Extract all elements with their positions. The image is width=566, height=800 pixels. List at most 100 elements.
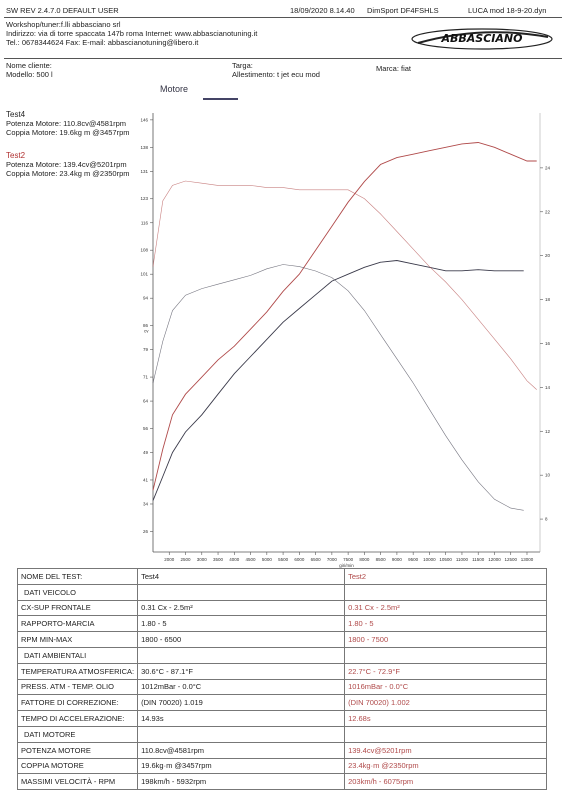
header-cell: Test4 — [137, 568, 346, 585]
series-test2-power — [152, 142, 537, 491]
table-row: TEMPO DI ACCELERAZIONE: 14.93s 12.68s — [16, 710, 547, 727]
empty-cell — [137, 725, 346, 743]
y-left-tick-label: 71 — [143, 375, 149, 380]
x-tick-label: 6500 — [311, 557, 322, 562]
table-row: RAPPORTO-MARCIA 1.80 - 5 1.80 - 5 — [16, 615, 547, 633]
y-left-tick-label: 123 — [140, 196, 148, 201]
y-left-axis-label: cv — [144, 329, 149, 334]
x-tick-label: 11000 — [456, 557, 469, 562]
row-label: TEMPERATURA ATMOSFERICA: — [16, 662, 139, 680]
row-label: RPM MIN-MAX — [16, 631, 139, 648]
x-tick-label: 8500 — [376, 557, 387, 562]
series-test4-torque — [152, 264, 524, 511]
table-row: DATI AMBIENTALI — [16, 646, 547, 664]
test4-value: 110.8cv@4581rpm — [137, 741, 346, 759]
marca: Marca: fiat — [376, 64, 412, 73]
header-cell: NOME DEL TEST: — [16, 568, 139, 585]
test2-value: 1.80 - 5 — [344, 615, 547, 633]
test4-value: 1800 - 6500 — [137, 631, 346, 648]
y-right-tick-label: 22 — [545, 209, 551, 214]
table-row: PRESS. ATM - TEMP. OLIO 1012mBar - 0.0°C 1… — [16, 678, 547, 696]
row-label: COPPIA MOTORE — [16, 757, 139, 775]
file-name: LUCA mod 18-9-20.dyn — [468, 6, 547, 15]
x-tick-label: 3000 — [197, 557, 208, 562]
x-tick-label: 7500 — [343, 557, 354, 562]
legend-test4-power: Potenza Motore: 110.8cv@4581rpm — [6, 119, 127, 128]
abbasciano-logo: ABBASCIANO — [411, 28, 553, 50]
x-tick-label: 10500 — [439, 557, 452, 562]
results-table: NOME DEL TEST: Test4 Test2 DATI VEICOLO CX-S… — [16, 568, 547, 791]
table-row: CX-SUP FRONTALE 0.31 Cx - 2.5m² 0.31 Cx - … — [16, 599, 547, 617]
x-tick-label: 10000 — [423, 557, 436, 562]
sw-rev: SW REV 2.4.7.0 DEFAULT USER — [6, 6, 119, 15]
x-tick-label: 12000 — [488, 557, 501, 562]
row-label: FATTORE DI CORREZIONE: — [16, 694, 139, 712]
x-tick-label: 9500 — [408, 557, 419, 562]
legend-test2-power: Potenza Motore: 139.4cv@5201rpm — [6, 160, 127, 169]
y-left-tick-label: 94 — [143, 296, 149, 301]
nome-cliente: Nome cliente: — [6, 61, 52, 70]
test-datetime: 18/09/2020 8.14.40 — [290, 6, 355, 15]
header-divider — [4, 17, 562, 18]
tab-motore[interactable]: Motore — [160, 84, 189, 94]
test4-value: 1012mBar - 0.0°C — [137, 678, 346, 696]
y-right-tick-label: 12 — [545, 429, 551, 434]
table-row: COPPIA MOTORE 19.6kg·m @3457rpm 23.4kg·m @… — [16, 757, 547, 775]
test2-value: 23.4kg·m @2350rpm — [344, 757, 547, 775]
y-left-tick-label: 116 — [141, 220, 149, 225]
legend-test2-torque: Coppia Motore: 23.4kg m @2350rpm — [6, 169, 130, 178]
test4-value: 19.6kg·m @3457rpm — [137, 757, 346, 775]
row-label: RAPPORTO-MARCIA — [16, 615, 139, 633]
y-left-tick-label: 34 — [143, 501, 149, 506]
x-tick-label: 2500 — [181, 557, 192, 562]
x-tick-label: 12500 — [504, 557, 517, 562]
dyno-system: DimSport DF4FSHLS — [367, 6, 439, 15]
x-tick-label: 9000 — [392, 557, 403, 562]
y-right-tick-label: 20 — [545, 253, 551, 258]
test2-value: 1800 - 7500 — [344, 631, 547, 648]
targa: Targa: — [232, 61, 253, 70]
series-test4-power — [152, 260, 524, 501]
test2-value: 1016mBar - 0.0°C — [344, 678, 547, 696]
vehicle-divider — [4, 58, 562, 59]
table-row: POTENZA MOTORE 110.8cv@4581rpm 139.4cv@520… — [16, 741, 547, 759]
empty-cell — [344, 583, 547, 601]
section-label: DATI AMBIENTALI — [16, 646, 139, 664]
y-left-tick-label: 49 — [143, 450, 149, 455]
x-tick-label: 6000 — [294, 557, 305, 562]
empty-cell — [344, 725, 547, 743]
legend-test4-name: Test4 — [6, 110, 26, 119]
x-tick-label: 8000 — [359, 557, 370, 562]
x-tick-label: 4000 — [229, 557, 240, 562]
legend-test2-name: Test2 — [6, 151, 26, 160]
test2-value: 12.68s — [344, 710, 547, 727]
logo-text: ABBASCIANO — [441, 32, 523, 45]
header-cell: Test2 — [344, 568, 547, 585]
table-header-row: NOME DEL TEST: Test4 Test2 — [16, 568, 547, 585]
x-tick-label: 11500 — [472, 557, 485, 562]
row-label: MASSIMI VELOCITÀ - RPM — [16, 773, 139, 791]
x-tick-label: 2000 — [164, 557, 175, 562]
y-left-tick-label: 101 — [140, 272, 148, 277]
y-right-tick-label: 10 — [545, 473, 551, 478]
test4-value: 198km/h - 5932rpm — [137, 773, 346, 791]
y-left-tick-label: 108 — [140, 248, 148, 253]
workshop-contact: Tel.: 0678344624 Fax: E-mail: abbasciano… — [6, 38, 199, 47]
x-tick-label: 5000 — [262, 557, 273, 562]
y-right-tick-label: 18 — [545, 297, 551, 302]
row-label: TEMPO DI ACCELERAZIONE: — [16, 710, 139, 727]
y-left-tick-label: 26 — [143, 529, 149, 534]
workshop-name: Workshop/tuner:f.lli abbasciano srl — [6, 20, 121, 29]
empty-cell — [344, 646, 547, 664]
empty-cell — [137, 583, 346, 601]
allestimento: Allestimento: t jet ecu mod — [232, 70, 320, 79]
table-row: FATTORE DI CORREZIONE: (DIN 70020) 1.019(… — [16, 694, 547, 712]
test2-value: 139.4cv@5201rpm — [344, 741, 547, 759]
section-label: DATI MOTORE — [16, 725, 139, 743]
y-right-tick-label: 24 — [545, 165, 551, 170]
y-left-tick-label: 79 — [143, 347, 149, 352]
y-right-tick-label: 8 — [545, 517, 548, 522]
x-axis-label: giri/min — [339, 563, 354, 568]
x-tick-label: 3500 — [213, 557, 224, 562]
table-row: DATI VEICOLO — [16, 583, 547, 601]
